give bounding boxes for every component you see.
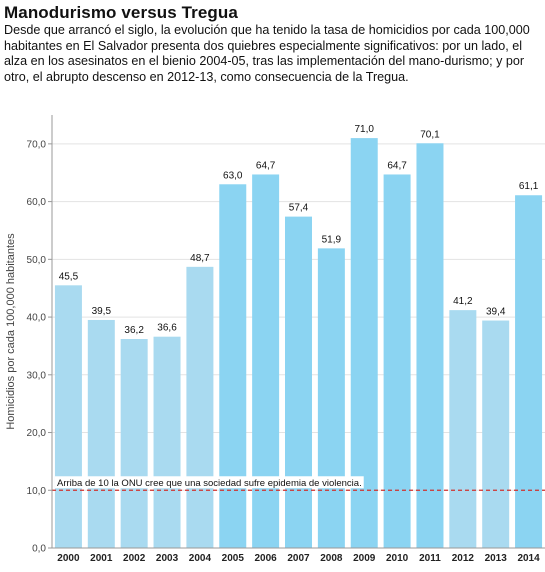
bar-2012 [449,310,477,548]
bar-2007 [285,216,312,549]
chart-title: Manodurismo versus Tregua [4,3,238,22]
bar-2010 [383,174,411,548]
data-labels: 45,5 39,5 36,2 36,6 48,7 63,0 64,7 57,4 51,9 71,0… [59,124,539,336]
data-label: 51,9 [322,234,342,245]
chart-subtitle: Desde que arrancó el siglo, la evolución… [4,23,530,84]
x-tick-label: 2013 [485,553,508,564]
reference-line-group: Arriba de 10 la ONU cree que una socieda… [52,476,545,491]
bars [54,138,543,549]
axes: 0,0 10,0 20,0 30,0 40,0 50,0 60,0 70,0 2000 2001 2… [5,115,545,564]
y-tick-label: 0,0 [32,544,46,555]
x-tick-label: 2006 [255,553,278,564]
data-label: 57,4 [289,203,309,214]
x-tick-label: 2000 [57,553,80,564]
x-tick-label: 2007 [287,553,310,564]
bar-2002 [120,339,148,548]
bar-2008 [317,248,345,548]
y-tick-label: 10,0 [27,486,47,497]
bar-2003 [153,336,181,548]
x-tick-label: 2003 [156,553,179,564]
x-tick-label: 2009 [353,553,376,564]
data-label: 61,1 [519,181,539,192]
data-label: 71,0 [354,124,374,135]
y-tick-label: 50,0 [27,255,47,266]
x-tick-label: 2004 [189,553,212,564]
x-tick-label: 2011 [419,553,441,564]
y-tick-label: 40,0 [27,313,47,324]
x-tick-label: 2002 [123,553,146,564]
bar-2004 [186,266,214,548]
y-axis-label: Homicidios por cada 100,000 habitantes [5,233,17,430]
bar-2014 [515,195,543,548]
y-tick-label: 30,0 [27,370,47,381]
bar-2000 [54,285,82,548]
data-label: 48,7 [190,253,210,264]
x-tick-label: 2001 [90,553,113,564]
x-tick-label: 2010 [386,553,409,564]
bar-2013 [482,320,510,548]
data-label: 39,4 [486,307,506,318]
y-tick-label: 60,0 [27,197,47,208]
data-label: 45,5 [59,271,79,282]
y-tick-label: 70,0 [27,139,47,150]
bar-2011 [416,143,444,548]
reference-annotation: Arriba de 10 la ONU cree que una socieda… [57,478,362,489]
y-tick-label: 20,0 [27,428,47,439]
data-label: 64,7 [387,160,407,171]
data-label: 39,5 [92,306,112,317]
x-tick-label: 2012 [452,553,475,564]
data-label: 41,2 [453,296,473,307]
data-label: 63,0 [223,170,243,181]
x-tick-label: 2014 [517,553,540,564]
x-tick-label: 2005 [222,553,245,564]
annotation-background [55,476,364,489]
bar-2001 [87,319,115,548]
data-label: 64,7 [256,160,276,171]
data-label: 36,2 [124,325,144,336]
data-label: 36,6 [157,323,177,334]
x-tick-label: 2008 [320,553,343,564]
data-label: 70,1 [420,129,440,140]
bar-2006 [252,174,280,548]
bar-2005 [219,184,247,548]
